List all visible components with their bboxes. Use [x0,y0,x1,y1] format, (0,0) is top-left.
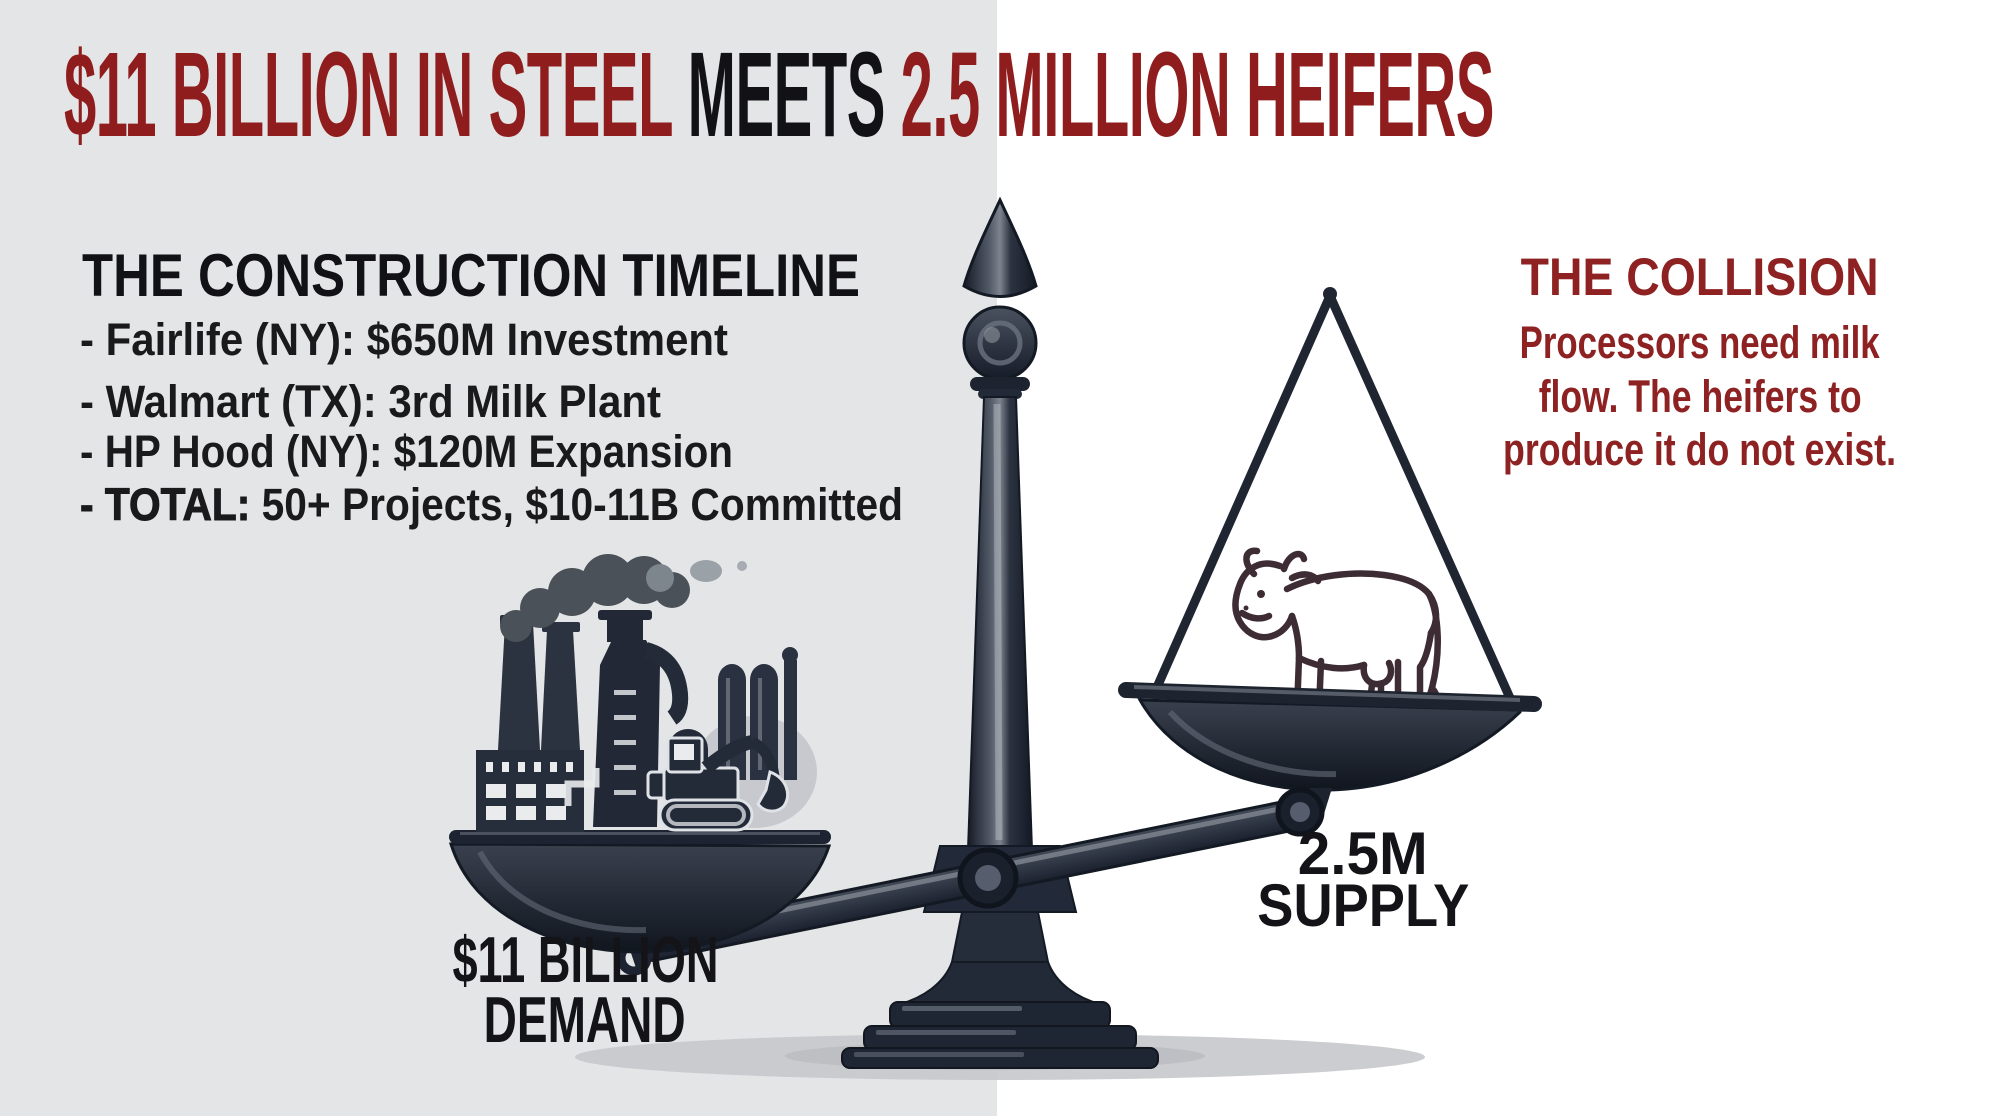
left-background-panel [0,0,997,1116]
demand-label-text: DEMAND [483,983,686,1056]
right-pan-knob [1275,787,1325,837]
ladder-icon [614,690,636,795]
main-title: $11 BILLION IN STEEL MEETS 2.5 MILLION H… [64,34,2000,155]
collision-heading: THE COLLISION [1450,251,1950,304]
collision-heading-text: THE COLLISION [1521,248,1879,307]
collision-line-text: flow. The heifers to [1538,371,1862,422]
supply-label-text: SUPPLY [1257,872,1469,939]
timeline-item-text: - HP Hood (NY): $120M Expansion [80,426,733,477]
supply-label-line1: 2.5M [1213,824,1513,884]
factory-icon [476,610,817,832]
timeline-item-text: - TOTAL: 50+ Projects, $10-11B Committed [80,479,904,530]
timeline-item-total: - TOTAL: 50+ Projects, $10-11B Committed [80,479,990,530]
construction-heading-text: THE CONSTRUCTION TIMELINE [82,242,860,309]
main-title-text: $11 BILLION IN STEEL MEETS 2.5 MILLION H… [64,34,1494,155]
collision-line-text: produce it do not exist. [1503,424,1897,475]
supply-label-text: 2.5M [1297,820,1428,887]
demand-label-line2: DEMAND [385,987,785,1052]
right-pan [1118,682,1542,814]
construction-heading: THE CONSTRUCTION TIMELINE [82,246,999,306]
finial-spear-icon [962,196,1038,298]
supply-label-line2: SUPPLY [1213,876,1513,936]
demand-label-text: $11 BILLION [451,923,718,996]
timeline-item-text: - Fairlife (NY): $650M Investment [80,314,728,365]
title-heifers-segment: 2.5 MILLION HEIFERS [900,26,1495,162]
total-rest: 50+ Projects, $10-11B Committed [250,479,904,530]
collision-line: flow. The heifers to [1450,374,1950,419]
title-meets-segment: MEETS [672,26,901,162]
total-label: - TOTAL: [80,479,251,530]
collision-line-text: Processors need milk [1519,317,1880,368]
timeline-item-text: - Walmart (TX): 3rd Milk Plant [80,376,661,427]
timeline-item-fairlife: - Fairlife (NY): $650M Investment [80,317,775,362]
right-background-panel [997,0,2000,1116]
beam-pivot [957,847,1019,909]
timeline-item-hphood: - HP Hood (NY): $120M Expansion [80,429,807,474]
right-pan-strings [1149,287,1515,703]
timeline-item-walmart: - Walmart (TX): 3rd Milk Plant [80,379,703,424]
left-pan [448,554,832,976]
scale-base [841,961,1159,1069]
demand-label-line1: $11 BILLION [385,927,785,992]
collision-line: produce it do not exist. [1450,427,1950,472]
excavator-icon [646,735,789,832]
collision-line: Processors need milk [1450,320,1950,365]
title-steel-segment: $11 BILLION IN STEEL [64,26,673,162]
smoke-icon [500,554,747,642]
